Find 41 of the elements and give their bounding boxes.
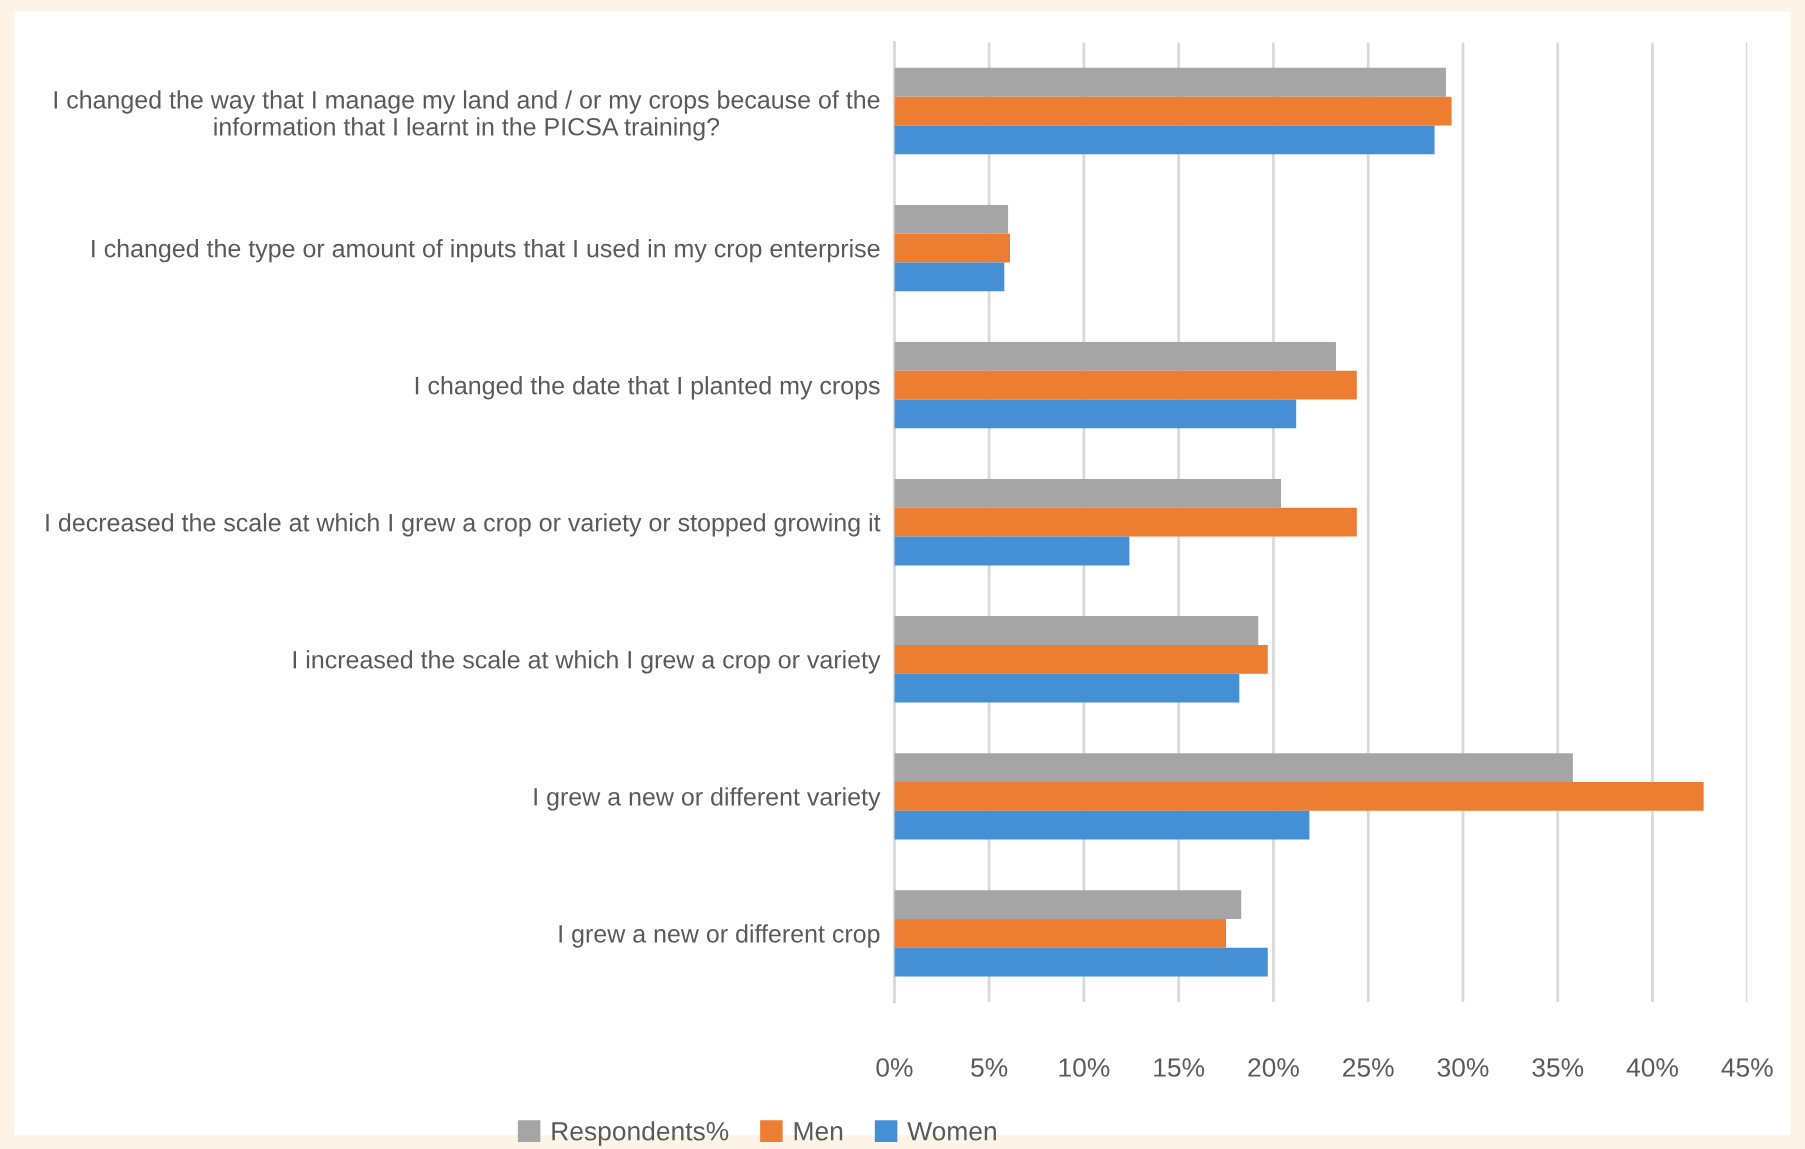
bar bbox=[894, 673, 1240, 703]
bar bbox=[894, 67, 1446, 97]
x-tick-label: 30% bbox=[1437, 1058, 1489, 1077]
y-tick-label: I changed the date that I planted my crops bbox=[415, 376, 880, 400]
bar bbox=[894, 644, 1268, 674]
bar bbox=[894, 125, 1435, 155]
bar bbox=[894, 96, 1452, 126]
bar bbox=[894, 919, 1227, 948]
legend-label: Respondents% bbox=[552, 1121, 729, 1146]
bar bbox=[894, 233, 1010, 263]
bar bbox=[894, 341, 1336, 371]
y-tick-label: I increased the scale at which I grew a crop or variety bbox=[293, 650, 881, 674]
bar bbox=[894, 781, 1704, 811]
x-tick-label: 5% bbox=[971, 1058, 1008, 1077]
y-tick-label: I changed the way that I manage my land and / or my crops because of the information that I learnt in the PICSA training? bbox=[54, 90, 880, 141]
x-tick-label: 20% bbox=[1248, 1058, 1299, 1077]
y-tick-label: I changed the type or amount of inputs that I used in my crop enterprise bbox=[92, 239, 880, 263]
x-tick-label: 25% bbox=[1343, 1058, 1394, 1077]
legend-label: Men bbox=[794, 1122, 843, 1141]
bar bbox=[894, 890, 1242, 920]
bar bbox=[894, 810, 1310, 840]
bar bbox=[894, 479, 1282, 508]
x-tick-label: 40% bbox=[1626, 1058, 1678, 1077]
y-tick-label: I grew a new or different variety bbox=[534, 787, 881, 811]
x-tick-label: 15% bbox=[1154, 1058, 1205, 1077]
x-tick-label: 35% bbox=[1532, 1058, 1584, 1077]
bar bbox=[894, 204, 1009, 234]
bar bbox=[894, 370, 1357, 400]
bar bbox=[894, 753, 1573, 782]
bar bbox=[894, 536, 1130, 566]
legend-label: Women bbox=[907, 1122, 996, 1141]
x-tick-label: 0% bbox=[876, 1058, 913, 1077]
bar bbox=[894, 616, 1259, 645]
bar bbox=[894, 507, 1357, 537]
y-tick-label: I grew a new or different crop bbox=[559, 924, 880, 948]
bar bbox=[894, 947, 1268, 977]
y-tick-label: I decreased the scale at which I grew a crop or variety or stopped growing it bbox=[46, 513, 881, 537]
bar bbox=[894, 399, 1297, 429]
x-tick-label: 45% bbox=[1721, 1058, 1773, 1077]
bar bbox=[894, 262, 1005, 292]
x-tick-label: 10% bbox=[1059, 1058, 1110, 1077]
